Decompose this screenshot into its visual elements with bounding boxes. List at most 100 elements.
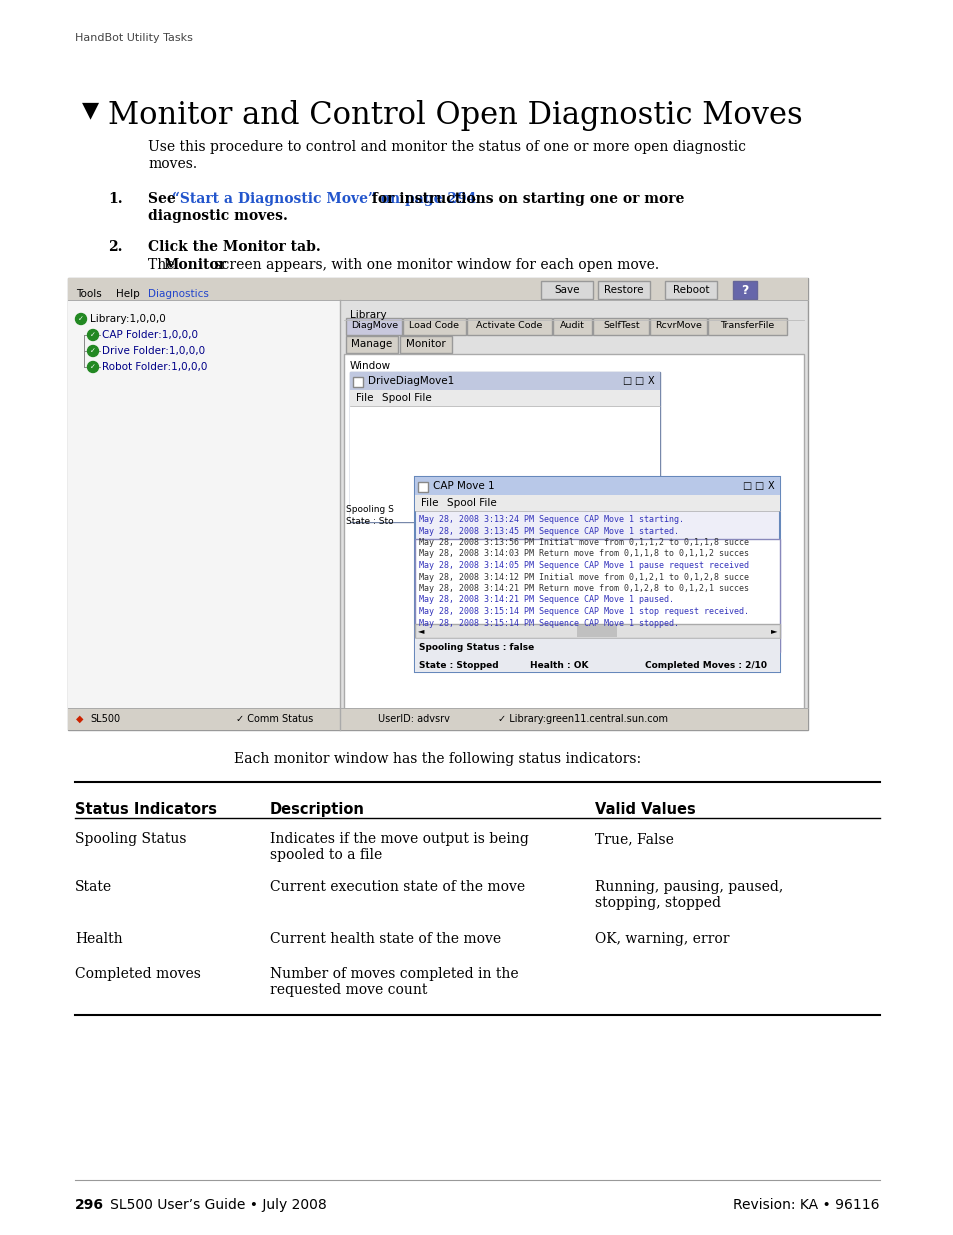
Bar [650, 317, 706, 335]
Text: Indicates if the move output is being: Indicates if the move output is being [270, 832, 528, 846]
Text: Monitor: Monitor [406, 338, 445, 350]
FancyBboxPatch shape [664, 282, 717, 299]
FancyBboxPatch shape [732, 282, 757, 299]
Text: OK, warning, error: OK, warning, error [595, 932, 729, 946]
Text: □: □ [634, 375, 643, 387]
Bar [415, 624, 780, 638]
Bar [707, 317, 786, 335]
Bar [403, 317, 465, 335]
Text: screen appears, with one monitor window for each open move.: screen appears, with one monitor window … [210, 258, 659, 272]
Circle shape [88, 346, 98, 357]
Text: Library:1,0,0,0: Library:1,0,0,0 [90, 314, 166, 324]
Text: The: The [148, 258, 178, 272]
Bar [415, 495, 780, 511]
Bar [346, 317, 402, 335]
Text: Spooling Status: Spooling Status [75, 832, 186, 846]
Circle shape [75, 314, 87, 325]
Bar [350, 406, 659, 522]
Text: Health: Health [75, 932, 123, 946]
Text: Current health state of the move: Current health state of the move [270, 932, 500, 946]
FancyBboxPatch shape [598, 282, 649, 299]
Text: State: State [75, 881, 112, 894]
Text: Restore: Restore [603, 285, 643, 295]
Text: Running, pausing, paused,: Running, pausing, paused, [595, 881, 782, 894]
Text: True, False: True, False [595, 832, 673, 846]
Bar [415, 477, 780, 495]
Text: Diagnostics: Diagnostics [148, 289, 209, 299]
Text: Activate Code: Activate Code [476, 321, 542, 331]
Text: X: X [767, 480, 774, 492]
Text: Reboot: Reboot [672, 285, 708, 295]
Text: Audit: Audit [559, 321, 584, 331]
Text: ✓: ✓ [90, 364, 96, 370]
Text: Health : OK: Health : OK [530, 662, 588, 671]
Text: SL500: SL500 [90, 714, 120, 724]
Text: “Start a Diagnostic Move” on page 294: “Start a Diagnostic Move” on page 294 [172, 191, 476, 206]
Text: Use this procedure to control and monitor the status of one or more open diagnos: Use this procedure to control and monito… [148, 140, 745, 154]
Text: SL500 User’s Guide • July 2008: SL500 User’s Guide • July 2008 [97, 1198, 327, 1212]
Text: Each monitor window has the following status indicators:: Each monitor window has the following st… [234, 752, 640, 766]
Bar [346, 336, 397, 353]
Bar [350, 390, 659, 406]
Text: ▼: ▼ [82, 100, 99, 120]
Text: UserID: advsrv: UserID: advsrv [377, 714, 450, 724]
Bar [466, 317, 552, 335]
Text: State : Sto: State : Sto [346, 517, 394, 526]
Text: Completed Moves : 2/10: Completed Moves : 2/10 [644, 662, 766, 671]
Text: May 28, 2008 3:14:21 PM Sequence CAP Move 1 paused.: May 28, 2008 3:14:21 PM Sequence CAP Mov… [418, 595, 673, 604]
Text: May 28, 2008 3:15:14 PM Sequence CAP Move 1 stopped.: May 28, 2008 3:15:14 PM Sequence CAP Mov… [418, 619, 679, 627]
Text: DiagMove: DiagMove [351, 321, 397, 331]
Text: May 28, 2008 3:14:21 PM Return move from 0,1,2,8 to 0,1,2,1 succes: May 28, 2008 3:14:21 PM Return move from… [418, 584, 748, 593]
Bar [415, 538, 780, 652]
Text: 1.: 1. [108, 191, 123, 206]
Bar [68, 708, 807, 730]
Text: TransferFile: TransferFile [720, 321, 774, 331]
Text: May 28, 2008 3:14:03 PM Return move from 0,1,1,8 to 0,1,1,2 succes: May 28, 2008 3:14:03 PM Return move from… [418, 550, 748, 558]
Text: moves.: moves. [148, 157, 197, 170]
Text: File: File [420, 498, 438, 508]
Text: Current execution state of the move: Current execution state of the move [270, 881, 524, 894]
Text: □: □ [741, 480, 751, 492]
Text: □: □ [621, 375, 631, 387]
Text: HandBot Utility Tasks: HandBot Utility Tasks [75, 33, 193, 43]
Bar [353, 377, 363, 387]
Text: May 28, 2008 3:15:14 PM Sequence CAP Move 1 stop request received.: May 28, 2008 3:15:14 PM Sequence CAP Mov… [418, 606, 748, 616]
Text: Valid Values: Valid Values [595, 802, 695, 818]
Bar [553, 317, 592, 335]
Bar [344, 354, 803, 727]
Text: May 28, 2008 3:13:24 PM Sequence CAP Move 1 starting.: May 28, 2008 3:13:24 PM Sequence CAP Mov… [418, 515, 683, 524]
Text: Click the Monitor tab.: Click the Monitor tab. [148, 240, 320, 254]
Text: See: See [148, 191, 180, 206]
Text: Spooling S: Spooling S [346, 505, 394, 515]
Text: ✓: ✓ [90, 348, 96, 354]
Text: 2.: 2. [108, 240, 122, 254]
Text: Drive Folder:1,0,0,0: Drive Folder:1,0,0,0 [102, 346, 205, 356]
Text: Spool File: Spool File [381, 393, 432, 403]
Text: Revision: KA • 96116: Revision: KA • 96116 [733, 1198, 879, 1212]
Text: Spool File: Spool File [447, 498, 497, 508]
Bar [68, 300, 339, 730]
Text: diagnostic moves.: diagnostic moves. [148, 209, 288, 224]
Text: SelfTest: SelfTest [602, 321, 639, 331]
Text: File: File [355, 393, 374, 403]
Circle shape [88, 330, 98, 341]
Text: Tools: Tools [76, 289, 102, 299]
Bar [593, 317, 649, 335]
Text: ?: ? [740, 284, 748, 296]
Bar [415, 477, 780, 672]
Text: ✓: ✓ [78, 316, 84, 322]
Text: CAP Folder:1,0,0,0: CAP Folder:1,0,0,0 [102, 330, 198, 340]
Text: ◆: ◆ [76, 714, 84, 724]
Text: spooled to a file: spooled to a file [270, 848, 382, 862]
Bar [350, 372, 659, 390]
Text: May 28, 2008 3:14:12 PM Initial move from 0,1,2,1 to 0,1,2,8 succe: May 28, 2008 3:14:12 PM Initial move fro… [418, 573, 748, 582]
Text: May 28, 2008 3:13:45 PM Sequence CAP Move 1 started.: May 28, 2008 3:13:45 PM Sequence CAP Mov… [418, 526, 679, 536]
Text: for instructions on starting one or more: for instructions on starting one or more [367, 191, 683, 206]
Text: Help: Help [116, 289, 139, 299]
Text: Manage: Manage [351, 338, 393, 350]
Text: Monitor and Control Open Diagnostic Moves: Monitor and Control Open Diagnostic Move… [108, 100, 801, 131]
Text: Monitor: Monitor [163, 258, 226, 272]
Bar [415, 638, 780, 672]
Text: X: X [647, 375, 654, 387]
Text: CAP Move 1: CAP Move 1 [433, 480, 494, 492]
